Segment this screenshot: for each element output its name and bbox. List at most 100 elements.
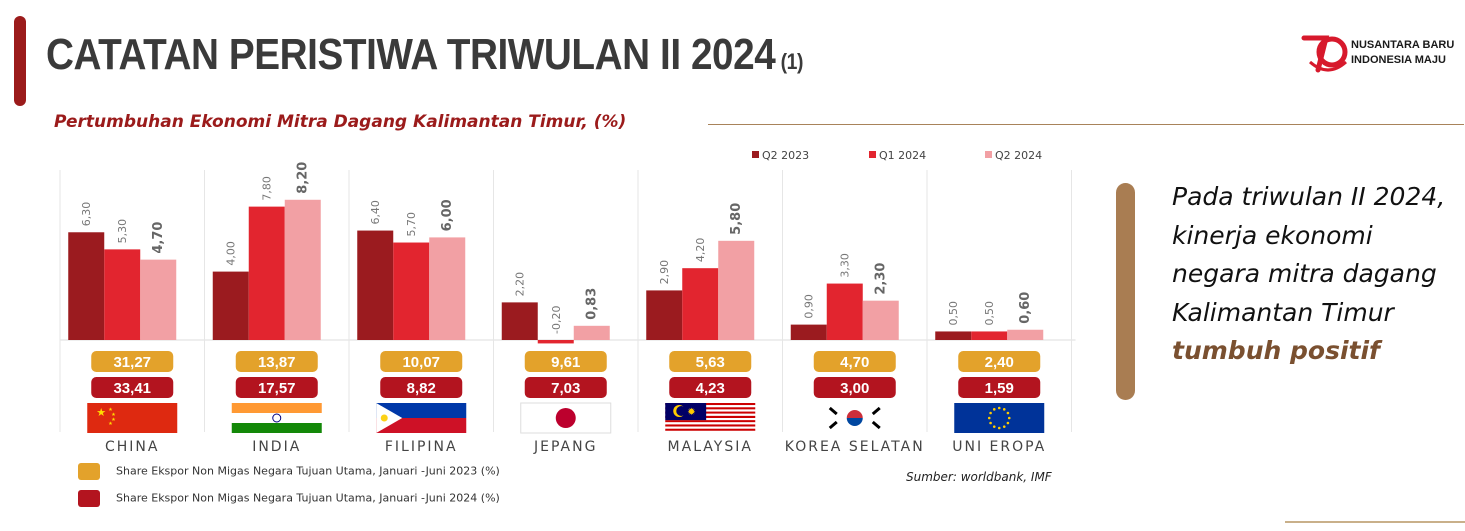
malaysia-flag-icon: ✹ <box>665 403 756 433</box>
bar <box>429 237 466 340</box>
svg-text:★: ★ <box>108 421 113 427</box>
category-label: INDIA <box>252 439 301 455</box>
share-pill <box>380 351 463 372</box>
data-label: 0,50 <box>947 301 960 326</box>
data-label: 0,50 <box>983 301 996 326</box>
share-value: 4,70 <box>840 354 869 371</box>
callout-box: Pada triwulan II 2024, kinerja ekonomi n… <box>1172 178 1462 371</box>
category-label: KOREA SELATAN <box>785 439 925 455</box>
bar <box>357 230 394 340</box>
data-label: 5,30 <box>116 219 129 244</box>
share-value: 9,61 <box>551 354 580 371</box>
title-accent-bar <box>14 16 26 106</box>
share-pill <box>524 377 607 398</box>
bar <box>212 271 249 340</box>
logo-line-1: NUSANTARA BARU <box>1351 39 1455 51</box>
share-value: 8,82 <box>407 380 436 397</box>
bar <box>501 302 538 340</box>
legend-swatch <box>869 151 876 158</box>
share-pill <box>669 377 752 398</box>
callout-text: Pada triwulan II 2024, kinerja ekonomi n… <box>1172 182 1446 327</box>
callout-highlight: tumbuh positif <box>1172 336 1380 365</box>
bar <box>104 249 141 340</box>
share-pill <box>958 351 1041 372</box>
svg-text:★: ★ <box>111 412 116 418</box>
share-pill <box>380 377 463 398</box>
share-pill <box>524 351 607 372</box>
share-pill <box>669 351 752 372</box>
category-label: FILIPINA <box>385 439 458 455</box>
data-label: 7,80 <box>261 176 274 201</box>
bar <box>393 242 430 340</box>
data-label: 4,00 <box>225 241 238 266</box>
share-legend-2024: Share Ekspor Non Migas Negara Tujuan Uta… <box>78 490 500 507</box>
share-value: 33,41 <box>113 380 151 397</box>
category-label: CHINA <box>105 439 159 455</box>
svg-text:✹: ✹ <box>687 407 695 418</box>
share-value: 1,59 <box>985 380 1014 397</box>
japan-flag-icon <box>520 402 612 434</box>
data-label: 0,83 <box>585 288 600 320</box>
share-legend-2024-label: Share Ekspor Non Migas Negara Tujuan Uta… <box>116 491 500 505</box>
data-label: 6,00 <box>440 199 455 231</box>
eu-flag-icon <box>954 403 1045 433</box>
anniversary-logo-icon <box>1301 35 1348 73</box>
category-label: JEPANG <box>533 439 597 455</box>
legend-swatch <box>752 151 759 158</box>
growth-chart: Q2 2023 Q1 2024 Q2 2024 6,30 5,30 4,70 31,27 33… <box>59 149 1076 455</box>
page-title-text: CATATAN PERISTIWA TRIWULAN II 2024 <box>46 30 776 79</box>
bar <box>682 268 719 340</box>
bar <box>935 331 972 340</box>
share-value: 4,23 <box>696 380 725 397</box>
bar <box>284 199 321 340</box>
data-label: 6,30 <box>80 202 93 227</box>
data-label: 2,20 <box>514 272 527 297</box>
south-korea-flag-icon <box>809 403 900 433</box>
data-label: 3,30 <box>839 253 852 278</box>
share-value: 7,03 <box>551 380 580 397</box>
legend-swatch <box>985 151 992 158</box>
china-flag-icon: ★ ★★★★ <box>87 403 178 433</box>
share-legend-2023: Share Ekspor Non Migas Negara Tujuan Uta… <box>78 463 500 480</box>
bar <box>971 331 1008 340</box>
share-value: 17,57 <box>258 380 296 397</box>
share-value: 3,00 <box>840 380 869 397</box>
share-pill <box>958 377 1041 398</box>
share-pill <box>91 351 174 372</box>
page-title-suffix: (1) <box>780 49 804 74</box>
data-label: 5,80 <box>729 203 744 235</box>
legend-label: Q2 2024 <box>995 149 1042 162</box>
data-label: 8,20 <box>296 162 311 194</box>
svg-text:★: ★ <box>108 407 113 413</box>
share-pill <box>91 377 174 398</box>
data-label: 6,40 <box>369 200 382 225</box>
category-label: UNI EROPA <box>952 439 1046 455</box>
footer-line <box>1285 521 1465 523</box>
share-value: 2,40 <box>985 354 1014 371</box>
data-label: 4,70 <box>151 222 166 254</box>
data-label: 4,20 <box>694 238 707 263</box>
bar <box>68 232 105 340</box>
share-legend-2024-swatch <box>78 490 100 507</box>
bar <box>1007 329 1044 340</box>
share-value: 10,07 <box>402 354 440 371</box>
bar <box>862 300 899 340</box>
share-value: 5,63 <box>696 354 725 371</box>
header-divider <box>708 124 1464 125</box>
share-legend-2023-label: Share Ekspor Non Migas Negara Tujuan Uta… <box>116 464 500 478</box>
share-pill <box>235 377 318 398</box>
chart-title: Pertumbuhan Ekonomi Mitra Dagang Kaliman… <box>54 112 627 132</box>
bar <box>537 340 574 344</box>
callout-accent-bar <box>1116 183 1135 400</box>
data-label: 0,60 <box>1018 292 1033 324</box>
share-pill <box>235 351 318 372</box>
philippines-flag-icon <box>376 403 467 433</box>
category-label: MALAYSIA <box>668 439 753 455</box>
logo-line-2: INDONESIA MAJU <box>1351 54 1446 66</box>
bar <box>573 325 610 340</box>
data-label: 0,90 <box>803 294 816 319</box>
bar <box>826 283 863 340</box>
page-title: CATATAN PERISTIWA TRIWULAN II 2024 (1) <box>46 30 803 80</box>
bar <box>790 324 827 340</box>
legend-label: Q1 2024 <box>879 149 926 162</box>
